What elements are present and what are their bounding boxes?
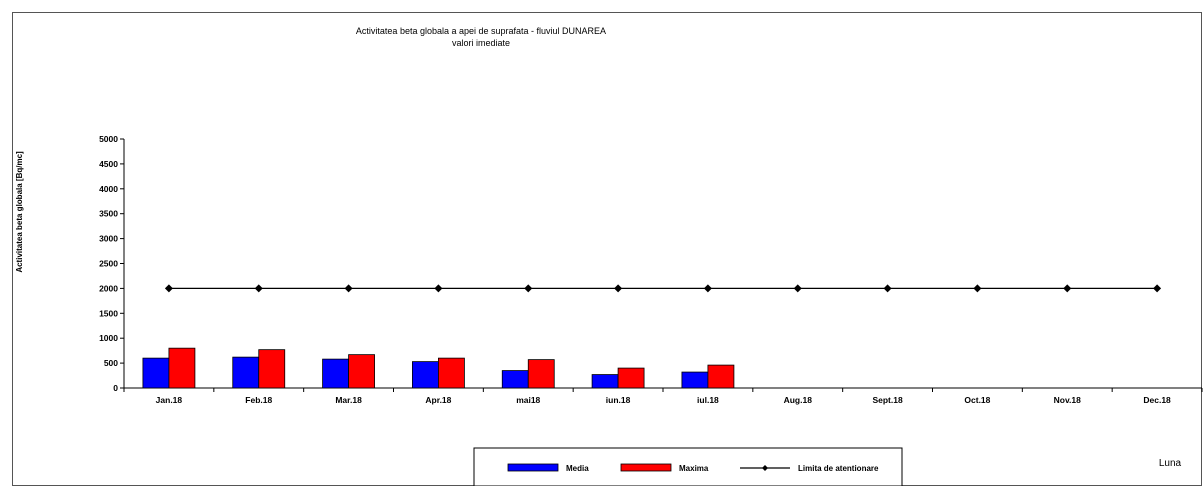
chart-title: Activitatea beta globala a apei de supra… [356, 26, 606, 36]
y-tick-label: 500 [104, 358, 118, 368]
y-tick-label: 4500 [99, 159, 118, 169]
bar-maxima [617, 367, 645, 389]
limit-point [703, 284, 712, 293]
x-tick-label: Jan.18 [156, 395, 183, 405]
bar-media [232, 356, 260, 389]
y-tick-label: 2000 [99, 283, 118, 293]
y-tick-label: 0 [113, 383, 118, 393]
bar-maxima [258, 349, 286, 389]
legend-label: Limita de atentionare [798, 464, 879, 473]
limit-point [793, 284, 802, 293]
x-tick-label: Nov.18 [1054, 395, 1082, 405]
legend-label: Media [566, 464, 589, 473]
limit-point [164, 284, 173, 293]
y-tick-label: 3500 [99, 209, 118, 219]
x-axis-label: Luna [1159, 458, 1182, 469]
x-tick-label: Sept.18 [872, 395, 903, 405]
x-tick-label: mai18 [516, 395, 540, 405]
bar-maxima [707, 364, 735, 389]
chart-subtitle: valori imediate [452, 38, 510, 48]
limit-point [883, 284, 892, 293]
bar-media [322, 358, 349, 389]
plot-area: 0 500 1000 1500 2000 2500 3000 3500 4000 4500 5000… [99, 134, 1203, 405]
limit-point [1063, 284, 1072, 293]
y-tick-label: 4000 [99, 184, 118, 194]
limit-point [344, 284, 353, 293]
x-tick-label: Aug.18 [784, 395, 813, 405]
limit-point [973, 284, 982, 293]
y-tick-label: 3000 [99, 234, 118, 244]
x-tick-label: iun.18 [606, 395, 631, 405]
x-tick-label: iul.18 [697, 395, 719, 405]
legend-swatch-maxima [620, 463, 672, 472]
limit-point [1153, 284, 1162, 293]
limit-point [614, 284, 623, 293]
x-tick-label: Oct.18 [964, 395, 990, 405]
x-tick-label: Feb.18 [245, 395, 272, 405]
limit-point [434, 284, 443, 293]
bar-maxima [438, 357, 465, 389]
x-tick-label: Apr.18 [425, 395, 451, 405]
bar-media [412, 361, 439, 389]
limit-point [524, 284, 533, 293]
bar-media [591, 374, 619, 389]
bar-maxima [168, 347, 196, 389]
legend: Media Maxima Limita de atentionare [473, 447, 903, 486]
x-tick-label: Dec.18 [1143, 395, 1171, 405]
x-tick-label: Mar.18 [335, 395, 362, 405]
bar-media [142, 357, 170, 389]
legend-label: Maxima [679, 464, 709, 473]
y-tick-label: 1000 [99, 333, 118, 343]
legend-swatch-media [507, 463, 559, 472]
bar-media [681, 371, 709, 389]
bar-media [501, 370, 529, 389]
legend-swatch-marker [762, 465, 768, 471]
y-axis-label: Activitatea beta globala [Bq/mc] [15, 151, 24, 273]
y-tick-label: 5000 [99, 134, 118, 144]
y-tick-label: 2500 [99, 259, 118, 269]
y-tick-label: 1500 [99, 308, 118, 318]
bar-maxima [348, 354, 375, 389]
bar-maxima [527, 359, 555, 389]
limit-point [254, 284, 263, 293]
